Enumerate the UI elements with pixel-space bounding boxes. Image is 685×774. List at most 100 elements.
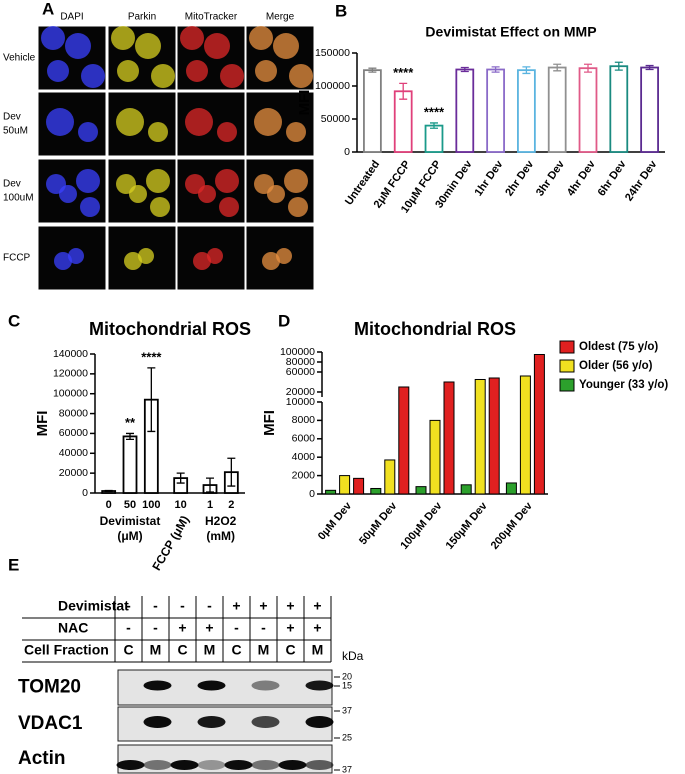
error-bar (614, 61, 623, 71)
cell: M (204, 642, 216, 658)
bar (505, 482, 517, 495)
cell-blob (284, 169, 308, 193)
error-bar (430, 122, 438, 129)
band (278, 760, 307, 770)
x-tick-label: 0 (106, 499, 112, 511)
band (116, 760, 145, 770)
x-tick-label: 1 (207, 499, 213, 511)
band (305, 716, 334, 728)
error-bar (206, 477, 214, 493)
y-axis-label: MFI (296, 90, 313, 116)
y-tick-label: 80000 (59, 407, 88, 419)
y-tick-label: 60000 (59, 427, 88, 439)
bar (429, 419, 441, 495)
y-tick-label: 10000 (286, 396, 315, 408)
cell-blob (276, 248, 292, 264)
cell-blob (217, 122, 237, 142)
cell-blob (262, 252, 280, 270)
cell: M (258, 642, 270, 658)
y-tick-label: 60000 (286, 366, 315, 378)
cell-blob (46, 108, 74, 136)
cell-blob (78, 122, 98, 142)
x-tick-label: 24hr Dev (623, 158, 660, 204)
cell-blob (249, 26, 273, 50)
legend-swatch (559, 359, 575, 373)
cell: - (207, 598, 212, 614)
y-tick-label: 0 (82, 487, 88, 499)
group-label: Devimistat (100, 514, 161, 528)
y-tick-label: 80000 (286, 356, 315, 368)
bar (363, 69, 382, 153)
bar (325, 489, 337, 495)
error-bar (460, 66, 469, 73)
bar (474, 378, 486, 495)
column-header: MitoTracker (185, 12, 238, 23)
cell: - (126, 598, 131, 614)
chart-title: Mitochondrial ROS (354, 319, 516, 339)
column-header: DAPI (60, 12, 83, 23)
cell: + (286, 620, 294, 636)
cell-blob (220, 64, 244, 88)
error-bar (645, 64, 654, 71)
chart-title: Mitochondrial ROS (89, 319, 251, 339)
legend-swatch (559, 378, 575, 392)
panel-label: C (8, 311, 20, 330)
cell: + (313, 598, 321, 614)
error-bar (368, 67, 377, 73)
unit: kDa (342, 649, 364, 663)
bar (122, 435, 138, 494)
legend-label: Oldest (75 y/o) (579, 341, 658, 353)
band (170, 760, 199, 770)
y-tick-label: 4000 (292, 451, 316, 463)
y-tick-label: 40000 (59, 447, 88, 459)
band (143, 716, 172, 728)
bar (486, 68, 505, 153)
cell-blob (80, 197, 100, 217)
cell-blob (41, 26, 65, 50)
blot-name: Actin (18, 748, 66, 769)
cell-blob (148, 122, 168, 142)
cell-blob (286, 122, 306, 142)
blot-name: TOM20 (18, 677, 81, 698)
error-bar (399, 82, 408, 100)
row-label: 100uM (3, 193, 34, 204)
bar (455, 68, 475, 153)
column-header: Merge (266, 12, 295, 23)
error-bar (104, 489, 113, 493)
band (251, 680, 280, 691)
bar (370, 487, 382, 495)
cell: - (234, 620, 239, 636)
legend-swatch (559, 340, 575, 354)
bar (393, 90, 413, 153)
cell-blob (151, 64, 175, 88)
x-tick-label: 50 (124, 499, 136, 511)
bar (353, 477, 365, 495)
error-bar (176, 472, 185, 484)
cell-blob (185, 108, 213, 136)
y-tick-label: 6000 (292, 433, 316, 445)
x-tick-label: 200μM Dev (489, 499, 536, 551)
error-bar (584, 63, 592, 73)
cell-blob (150, 197, 170, 217)
group-label: (mM) (206, 529, 235, 543)
significance: **** (141, 349, 162, 364)
cell: + (205, 620, 213, 636)
cell-blob (68, 248, 84, 264)
row-name: Devimistat (58, 598, 129, 614)
panel-label: E (8, 555, 19, 574)
cell-blob (146, 169, 170, 193)
bar (547, 66, 567, 153)
cell-blob (219, 197, 239, 217)
bar (398, 386, 410, 495)
bar (519, 375, 531, 495)
group-label: H2O2 (205, 514, 237, 528)
cell-blob (193, 252, 211, 270)
y-tick-label: 8000 (292, 414, 316, 426)
x-tick-label: 1hr Dev (472, 158, 505, 199)
bar (443, 381, 455, 495)
cell: M (312, 642, 324, 658)
bar (460, 484, 472, 495)
y-tick-label: 0 (309, 488, 315, 500)
cell-blob (124, 252, 142, 270)
band (251, 716, 280, 728)
